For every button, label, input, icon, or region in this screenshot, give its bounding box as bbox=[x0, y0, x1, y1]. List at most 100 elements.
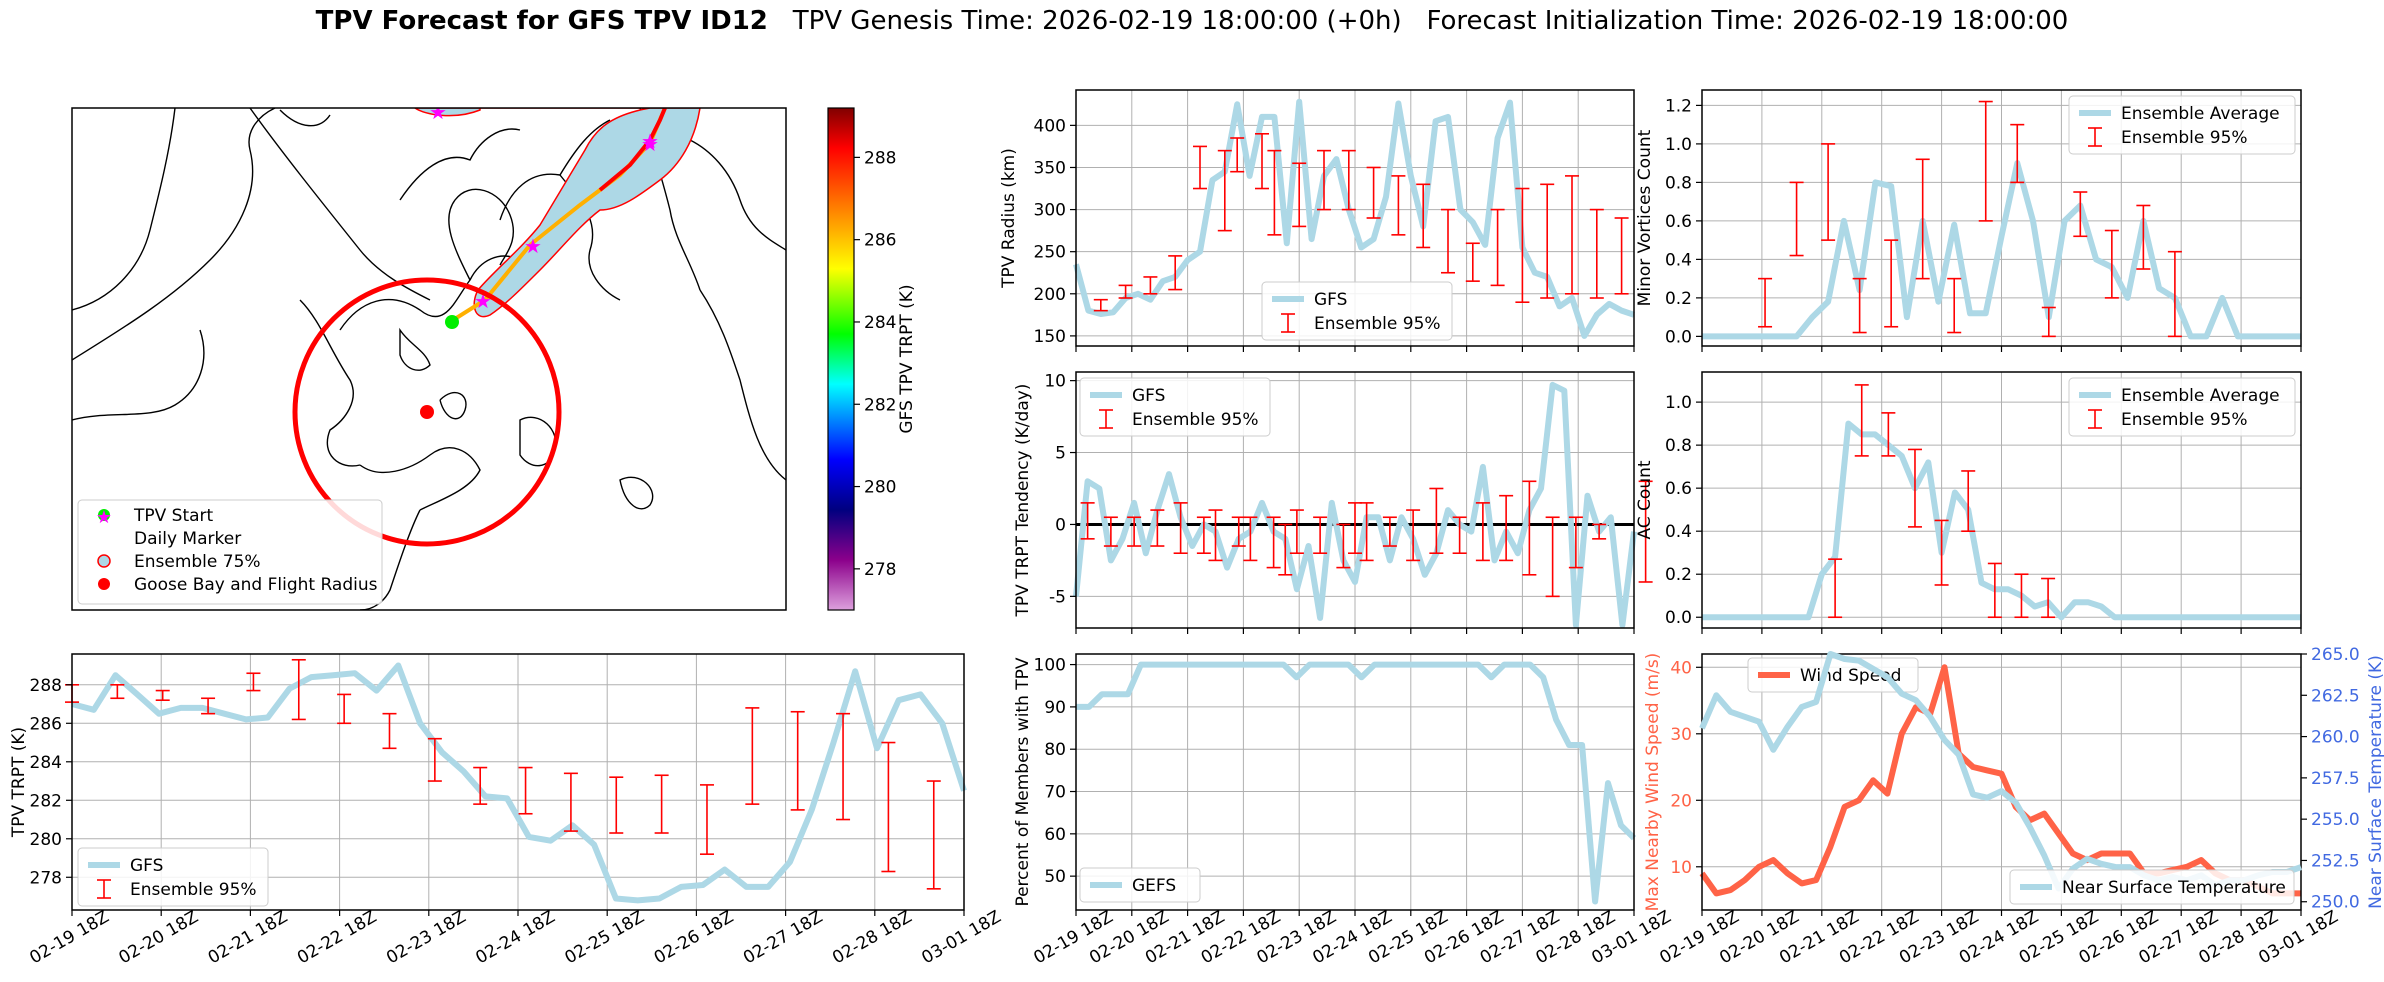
ensemble-75-area bbox=[413, 108, 481, 117]
error-bar bbox=[1366, 166, 1381, 219]
coastline bbox=[279, 109, 331, 127]
error-bar bbox=[201, 697, 216, 715]
error-bar bbox=[1208, 509, 1223, 562]
coastline bbox=[399, 327, 431, 371]
error-bar bbox=[1103, 516, 1118, 547]
error-bar bbox=[1359, 502, 1374, 562]
error-bar bbox=[2136, 204, 2151, 270]
legend-entry: Near Surface Temperature bbox=[2062, 878, 2286, 898]
colorbar-tick-label: 282 bbox=[864, 395, 896, 415]
y-tick-label: 1.0 bbox=[1665, 135, 1692, 155]
error-bar bbox=[1143, 276, 1158, 295]
legend: GFS Ensemble 95% bbox=[77, 847, 269, 907]
x-tick-label: 03-01 18Z bbox=[918, 907, 1004, 968]
error-bar bbox=[1907, 448, 1922, 528]
legend-entry: GFS bbox=[1314, 290, 1347, 310]
y-tick-label: 0.0 bbox=[1665, 327, 1692, 347]
y-tick-label: 284 bbox=[30, 753, 62, 773]
flight-radius-circle bbox=[292, 277, 562, 547]
colorbar-tick-label: 288 bbox=[864, 148, 896, 168]
y-tick-label: 0.0 bbox=[1665, 608, 1692, 628]
x-tick-label: 02-19 18Z bbox=[26, 907, 112, 968]
map-legend: ★ TPV Start Daily Marker Ensemble 75% Goose … bbox=[77, 499, 383, 605]
legend: GFS Ensemble 95% bbox=[1079, 377, 1271, 437]
y-tick-label: 0.8 bbox=[1665, 436, 1692, 456]
error-bar bbox=[1589, 208, 1604, 299]
error-bar bbox=[1522, 480, 1537, 576]
error-bar bbox=[1987, 562, 2002, 619]
error-bar bbox=[427, 737, 442, 782]
gefs-percent-line bbox=[1076, 661, 1637, 905]
coastline bbox=[359, 509, 421, 610]
error-bar bbox=[1568, 516, 1583, 569]
error-bar bbox=[2014, 573, 2029, 619]
legend-frame bbox=[2068, 95, 2296, 155]
error-bar bbox=[1341, 149, 1356, 211]
error-bar bbox=[1934, 519, 1949, 586]
figure-title: TPV Forecast for GFS TPV ID12 TPV Genesi… bbox=[0, 6, 2384, 36]
error-bar bbox=[1230, 137, 1245, 173]
error-bar bbox=[1947, 277, 1962, 334]
error-bar bbox=[1289, 509, 1304, 555]
colorbar-tick-label: 284 bbox=[864, 313, 896, 333]
y-tick-label: 0.8 bbox=[1665, 173, 1692, 193]
panel-ac: 0.0 0.2 0.4 0.6 0.8 1.0 AC Count Ensemble Avera… bbox=[1635, 371, 2302, 634]
legend: GFS Ensemble 95% bbox=[1261, 281, 1453, 341]
legend-entry: Ensemble Average bbox=[2121, 104, 2280, 124]
error-bar bbox=[1465, 242, 1480, 282]
legend-frame bbox=[77, 847, 269, 907]
legend-frame bbox=[1079, 377, 1271, 437]
legend-entry: TPV Start bbox=[133, 506, 214, 526]
x-tick-label: 02-28 18Z bbox=[829, 907, 915, 968]
error-bar bbox=[291, 658, 306, 721]
error-bar bbox=[2073, 191, 2088, 238]
error-bar bbox=[246, 672, 261, 692]
legend-frame bbox=[2068, 377, 2296, 437]
y-right-tick-label: 252.5 bbox=[2311, 851, 2360, 871]
colorbar-bar bbox=[827, 107, 855, 611]
y-axis-label: AC Count bbox=[1635, 460, 1655, 539]
coastline bbox=[72, 108, 276, 361]
y-tick-label: 200 bbox=[1034, 285, 1066, 305]
y-tick-label: 0.6 bbox=[1665, 479, 1692, 499]
legend-entry: Ensemble 75% bbox=[134, 552, 261, 572]
legend-entry: Ensemble 95% bbox=[2121, 410, 2248, 430]
error-bar bbox=[1266, 516, 1281, 569]
y-tick-label: 40 bbox=[1670, 658, 1692, 678]
y-axis-label: TPV Radius (km) bbox=[999, 148, 1019, 289]
error-bar bbox=[1592, 523, 1607, 540]
y-tick-label: 10 bbox=[1044, 372, 1066, 392]
error-bar bbox=[1475, 502, 1490, 562]
error-bar bbox=[1441, 208, 1455, 274]
y-right-tick-label: 257.5 bbox=[2311, 769, 2360, 789]
y-tick-label: 1.0 bbox=[1665, 393, 1692, 413]
error-bar bbox=[1080, 502, 1095, 540]
legend-frame bbox=[77, 499, 383, 605]
error-bar bbox=[926, 780, 941, 890]
y-tick-label: 90 bbox=[1044, 698, 1066, 718]
legend-entry: Ensemble 95% bbox=[130, 880, 257, 900]
error-bar bbox=[1540, 183, 1555, 299]
error-bar bbox=[1915, 158, 1930, 280]
y-tick-label: 150 bbox=[1034, 327, 1066, 347]
y-tick-label: 350 bbox=[1034, 158, 1066, 178]
panel-minor: 0.0 0.2 0.4 0.6 0.8 1.0 1.2 Minor Vortices Coun… bbox=[1635, 89, 2302, 352]
error-bar bbox=[1127, 516, 1142, 547]
error-bar bbox=[1490, 208, 1505, 287]
error-bar bbox=[110, 683, 125, 700]
y-tick-label: 0.2 bbox=[1665, 565, 1692, 585]
error-bar bbox=[1854, 384, 1869, 457]
error-bar bbox=[1243, 516, 1258, 562]
error-bar bbox=[1452, 516, 1467, 555]
error-bar bbox=[2167, 250, 2182, 338]
error-bar bbox=[337, 693, 352, 725]
ensemble-average-line bbox=[1702, 420, 2301, 621]
error-bar bbox=[1961, 470, 1976, 532]
error-bar bbox=[1118, 284, 1133, 299]
coastline bbox=[619, 476, 654, 510]
legend-entry: Goose Bay and Flight Radius bbox=[134, 575, 378, 595]
y-axis-label: Max Nearby Wind Speed (m/s) bbox=[1643, 653, 1663, 912]
legend: GEFS bbox=[1079, 867, 1201, 903]
gfs-radius-line bbox=[1073, 98, 1635, 339]
